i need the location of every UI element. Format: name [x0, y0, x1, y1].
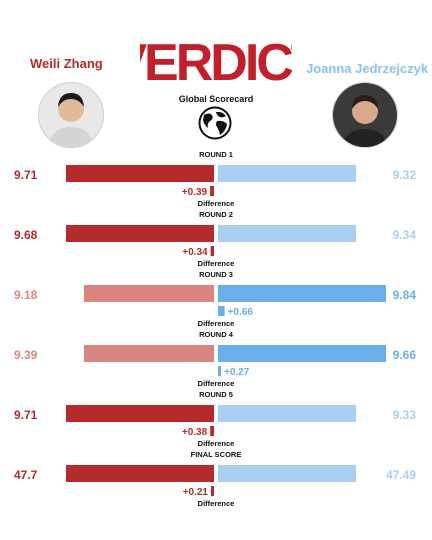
- globe-icon: [198, 106, 232, 140]
- logo-text: VERDICT: [140, 34, 292, 88]
- value-label-right: 9.66: [393, 348, 417, 362]
- value-label-left: 47.7: [14, 468, 38, 482]
- difference-value: +0.39: [182, 187, 208, 198]
- bar-left: [66, 225, 214, 242]
- fighter-name-right: Joanna Jedrzejczyk: [306, 61, 429, 76]
- value-label-left: 9.18: [14, 288, 38, 302]
- value-label-left: 9.39: [14, 348, 38, 362]
- round-label: ROUND 2: [199, 210, 233, 219]
- bar-right: [218, 345, 386, 362]
- round-label: ROUND 5: [199, 390, 233, 399]
- difference-value: +0.66: [228, 307, 254, 318]
- difference-value: +0.34: [182, 247, 208, 258]
- value-label-right: 9.84: [393, 288, 417, 302]
- difference-bar: [210, 426, 214, 436]
- difference-label: Difference: [198, 379, 235, 388]
- fighter-name-left: Weili Zhang: [30, 56, 103, 71]
- difference-label: Difference: [198, 259, 235, 268]
- difference-label: Difference: [198, 499, 235, 508]
- difference-label: Difference: [198, 319, 235, 328]
- difference-label: Difference: [198, 199, 235, 208]
- difference-value: +0.38: [182, 427, 208, 438]
- bar-right: [218, 285, 386, 302]
- bar-right: [218, 405, 356, 422]
- round-label: ROUND 4: [199, 330, 234, 339]
- round-label: ROUND 3: [199, 270, 233, 279]
- person-icon: [333, 83, 397, 147]
- value-label-right: 9.32: [393, 168, 417, 182]
- value-label-right: 47.49: [386, 468, 416, 482]
- value-label-right: 9.34: [393, 228, 417, 242]
- fighter-avatar-left: [38, 82, 104, 148]
- difference-bar: [210, 246, 214, 256]
- value-label-left: 9.71: [14, 408, 38, 422]
- verdict-logo: VERDICT: [140, 34, 292, 88]
- difference-value: +0.21: [183, 487, 209, 498]
- value-label-left: 9.68: [14, 228, 38, 242]
- difference-label: Difference: [198, 439, 235, 448]
- difference-bar: [218, 366, 221, 376]
- bar-left: [84, 285, 214, 302]
- bar-left: [84, 345, 214, 362]
- bar-right: [218, 165, 356, 182]
- round-label: ROUND 1: [199, 150, 233, 159]
- difference-bar: [218, 306, 225, 316]
- difference-bar: [211, 486, 214, 496]
- round-label: FINAL SCORE: [191, 450, 242, 459]
- person-icon: [49, 93, 93, 147]
- difference-bar: [210, 186, 214, 196]
- difference-value: +0.27: [224, 367, 250, 378]
- bar-left: [66, 405, 214, 422]
- bar-right: [218, 225, 356, 242]
- value-label-left: 9.71: [14, 168, 38, 182]
- bar-left: [66, 165, 214, 182]
- bar-right: [218, 465, 356, 482]
- fighter-avatar-right: [332, 82, 398, 148]
- chart-subtitle: Global Scorecard: [178, 94, 254, 104]
- bar-left: [66, 465, 214, 482]
- value-label-right: 9.33: [393, 408, 417, 422]
